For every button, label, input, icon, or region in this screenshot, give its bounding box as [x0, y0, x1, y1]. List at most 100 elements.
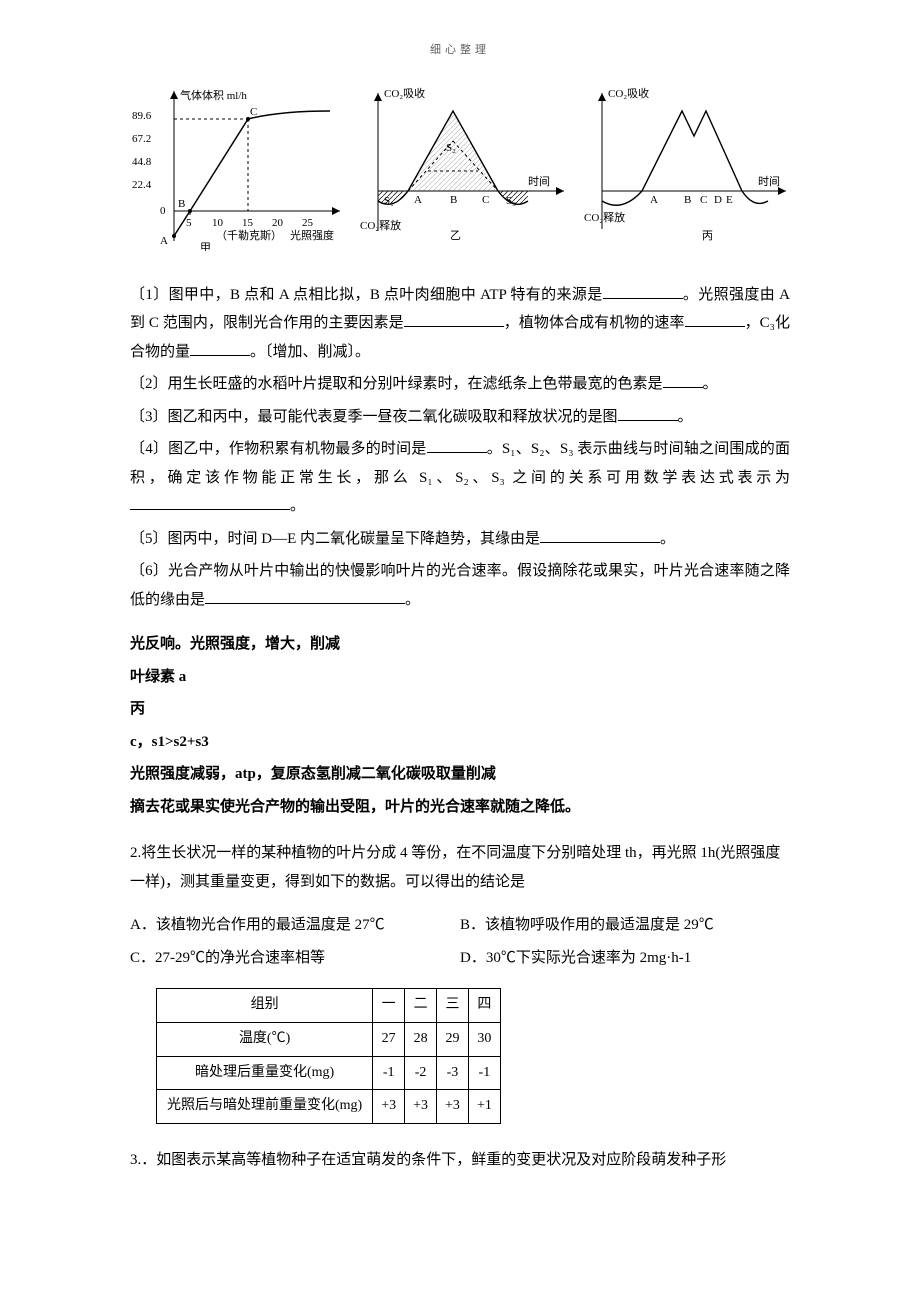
figure-jia: 89.6 67.2 44.8 22.4 0 气体体积 ml/h 5 10 15	[130, 81, 346, 251]
svg-text:67.2: 67.2	[132, 133, 151, 145]
answer-3: 丙	[130, 695, 790, 724]
figure-yi: CO₂吸收 时间	[358, 81, 570, 251]
q1-p4c: 。	[290, 498, 305, 514]
chart-yi-svg: CO₂吸收 时间	[358, 81, 570, 251]
table-cell: 暗处理后重量变化(mg)	[157, 1056, 373, 1090]
q1-p1a: 〔1〕图甲中，B 点和 A 点相比拟，B 点叶肉细胞中 ATP 特有的来源是	[130, 287, 603, 303]
svg-text:B: B	[178, 198, 185, 210]
table-row: 组别 一 二 三 四	[157, 989, 501, 1023]
svg-text:22.4: 22.4	[132, 179, 152, 191]
svg-text:44.8: 44.8	[132, 156, 152, 168]
svg-text:S₂: S₂	[446, 142, 456, 154]
svg-text:光照强度: 光照强度	[290, 228, 334, 242]
table-cell: -1	[468, 1056, 500, 1090]
q1-p1e: 。〔增加、削减〕。	[250, 344, 370, 360]
svg-text:气体体积 ml/h: 气体体积 ml/h	[180, 88, 247, 102]
svg-text:A: A	[650, 194, 658, 206]
svg-text:CO₂吸收: CO₂吸收	[384, 86, 425, 100]
q2-optA: A．该植物光合作用的最适温度是 27℃	[130, 911, 460, 940]
answer-5: 光照强度减弱，atp，复原态氢削减二氧化碳吸取量削减	[130, 760, 790, 789]
figure-bing: CO₂吸收 时间 A B C D E CO₂释放 丙	[582, 81, 790, 251]
table-cell: 组别	[157, 989, 373, 1023]
figure-jia-caption: 甲	[200, 242, 211, 251]
q1-p4a: 〔4〕图乙中，作物积累有机物最多的时间是	[130, 441, 427, 457]
svg-text:A: A	[414, 194, 422, 206]
svg-text:A: A	[160, 235, 168, 247]
svg-text:E: E	[726, 194, 733, 206]
svg-text:0: 0	[160, 205, 166, 217]
svg-text:20: 20	[272, 217, 284, 229]
table-cell: -1	[373, 1056, 405, 1090]
answer-6: 摘去花或果实使光合产物的输出受阻，叶片的光合速率就随之降低。	[130, 793, 790, 822]
svg-text:CO₂释放: CO₂释放	[584, 210, 625, 224]
q1-p1c: ，植物体合成有机物的速率	[504, 315, 685, 331]
svg-text:10: 10	[212, 217, 224, 229]
question-1: 〔1〕图甲中，B 点和 A 点相比拟，B 点叶肉细胞中 ATP 特有的来源是。光…	[130, 281, 790, 615]
svg-text:5: 5	[186, 217, 192, 229]
blank	[404, 310, 504, 328]
q2-table: 组别 一 二 三 四 温度(℃) 27 28 29 30 暗处理后重量变化(mg…	[156, 988, 501, 1123]
table-cell: +1	[468, 1090, 500, 1124]
question-2: 2.将生长状况一样的某种植物的叶片分成 4 等份，在不同温度下分别暗处理 th，…	[130, 839, 790, 1123]
table-cell: 二	[405, 989, 437, 1023]
svg-text:89.6: 89.6	[132, 110, 152, 122]
svg-text:25: 25	[302, 217, 314, 229]
table-cell: -3	[437, 1056, 469, 1090]
figures-row: 89.6 67.2 44.8 22.4 0 气体体积 ml/h 5 10 15	[130, 81, 790, 251]
svg-text:B: B	[684, 194, 691, 206]
svg-text:S₁: S₁	[384, 195, 394, 207]
svg-text:C: C	[482, 194, 489, 206]
q3-stem: 3.．如图表示某高等植物种子在适宜萌发的条件下，鲜重的变更状况及对应阶段萌发种子…	[130, 1146, 790, 1175]
table-cell: 29	[437, 1022, 469, 1056]
blank	[130, 493, 290, 511]
q2-optC: C．27-29℃的净光合速率相等	[130, 944, 460, 973]
table-cell: 28	[405, 1022, 437, 1056]
blank	[540, 525, 660, 543]
svg-text:丙: 丙	[702, 230, 713, 242]
table-cell: -2	[405, 1056, 437, 1090]
blank	[190, 338, 250, 356]
q1-p5a: 〔5〕图丙中，时间 D—E 内二氧化碳量呈下降趋势，其缘由是	[130, 531, 540, 547]
svg-text:S₃: S₃	[506, 195, 516, 207]
table-row: 光照后与暗处理前重量变化(mg) +3 +3 +3 +1	[157, 1090, 501, 1124]
svg-text:乙: 乙	[450, 229, 461, 242]
blank	[205, 586, 405, 604]
svg-text:CO₂释放: CO₂释放	[360, 218, 401, 232]
chart-jia-svg: 89.6 67.2 44.8 22.4 0 气体体积 ml/h 5 10 15	[130, 81, 346, 251]
q2-stem: 2.将生长状况一样的某种植物的叶片分成 4 等份，在不同温度下分别暗处理 th，…	[130, 839, 790, 896]
table-cell: +3	[373, 1090, 405, 1124]
svg-text:C: C	[700, 194, 707, 206]
svg-text:15: 15	[242, 217, 254, 229]
svg-text:时间: 时间	[758, 175, 780, 188]
q2-optD: D．30℃下实际光合速率为 2mg·h-1	[460, 944, 790, 973]
q1-p2b: 。	[703, 376, 718, 392]
table-cell: 光照后与暗处理前重量变化(mg)	[157, 1090, 373, 1124]
table-cell: +3	[405, 1090, 437, 1124]
svg-text:时间: 时间	[528, 175, 550, 188]
answers-block: 光反响。光照强度，增大，削减 叶绿素 a 丙 c，s1>s2+s3 光照强度减弱…	[130, 630, 790, 821]
table-cell: 温度(℃)	[157, 1022, 373, 1056]
blank	[663, 371, 703, 389]
q1-p3a: 〔3〕图乙和丙中，最可能代表夏季一昼夜二氧化碳吸取和释放状况的是图	[130, 409, 618, 425]
q2-options: A．该植物光合作用的最适温度是 27℃ B．该植物呼吸作用的最适温度是 29℃ …	[130, 911, 790, 972]
blank	[618, 403, 678, 421]
blank	[685, 310, 745, 328]
page-header: 细心整理	[130, 40, 790, 61]
svg-text:C: C	[250, 106, 257, 118]
answer-2: 叶绿素 a	[130, 663, 790, 692]
table-cell: +3	[437, 1090, 469, 1124]
table-cell: 27	[373, 1022, 405, 1056]
svg-text:B: B	[450, 194, 457, 206]
q1-p2a: 〔2〕用生长旺盛的水稻叶片提取和分别叶绿素时，在滤纸条上色带最宽的色素是	[130, 376, 663, 392]
svg-text:CO₂吸收: CO₂吸收	[608, 86, 649, 100]
q1-p5b: 。	[660, 531, 675, 547]
blank	[603, 281, 683, 299]
chart-bing-svg: CO₂吸收 时间 A B C D E CO₂释放 丙	[582, 81, 790, 251]
q1-p3b: 。	[678, 409, 693, 425]
q2-optB: B．该植物呼吸作用的最适温度是 29℃	[460, 911, 790, 940]
table-cell: 四	[468, 989, 500, 1023]
answer-4: c，s1>s2+s3	[130, 728, 790, 757]
table-cell: 一	[373, 989, 405, 1023]
table-row: 温度(℃) 27 28 29 30	[157, 1022, 501, 1056]
table-cell: 30	[468, 1022, 500, 1056]
